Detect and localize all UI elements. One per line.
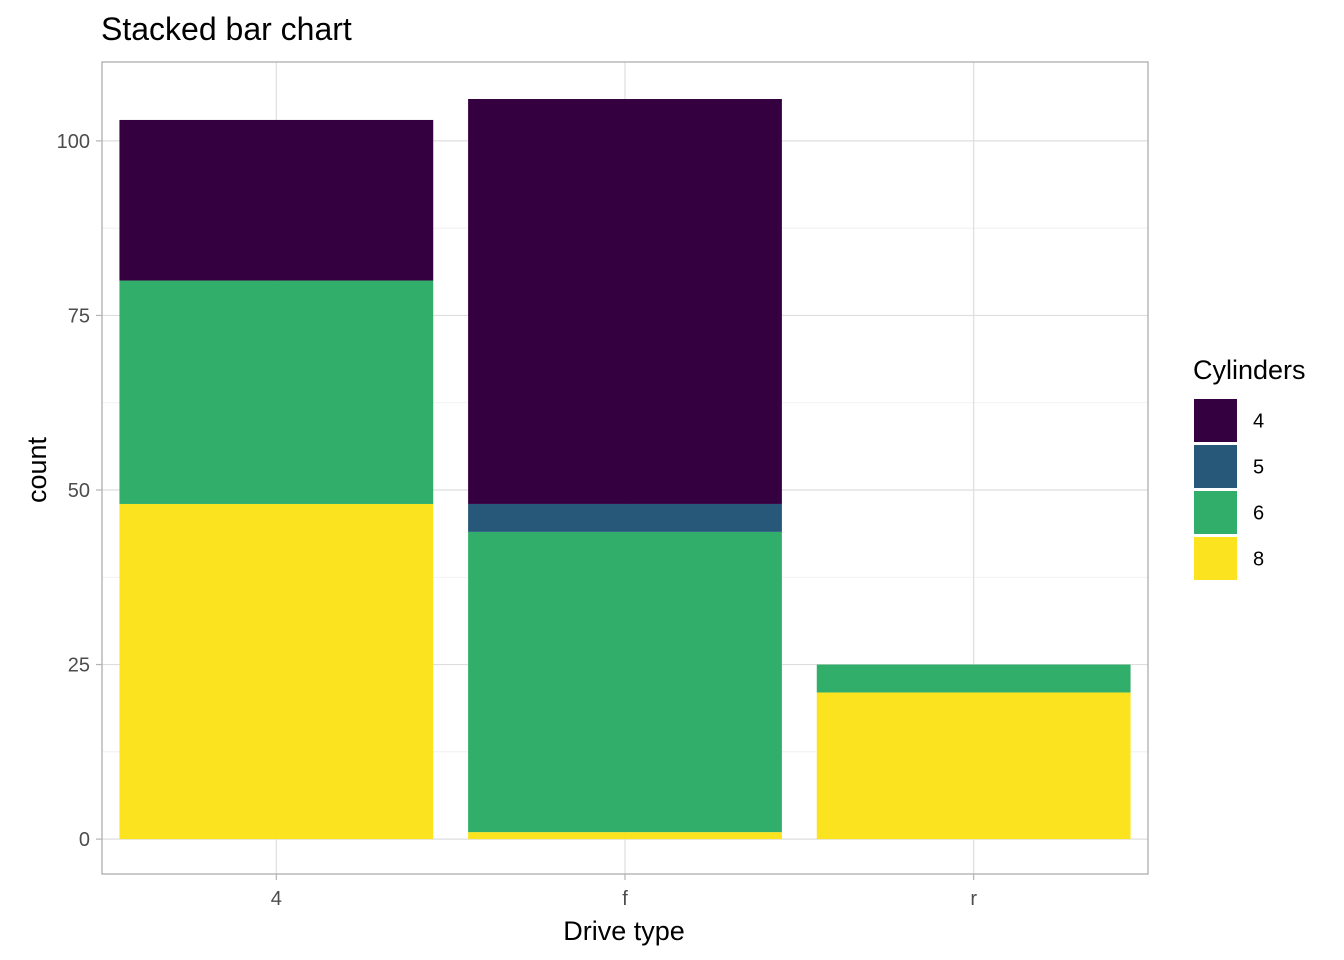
legend: Cylinders 4 5 6 8	[1193, 355, 1306, 580]
x-axis-title: Drive type	[563, 916, 685, 946]
legend-label-5: 5	[1253, 457, 1264, 479]
y-tick-label: 25	[68, 655, 90, 677]
bar-segment-drive-r-cyl-8	[816, 692, 1131, 840]
y-tick-label: 0	[79, 829, 90, 851]
bar-segment-drive-f-cyl-5	[468, 503, 782, 532]
y-tick-label: 100	[57, 131, 90, 153]
bar-segment-drive-f-cyl-8	[468, 832, 782, 840]
legend-key-8	[1194, 537, 1237, 580]
y-tick-label: 50	[68, 480, 90, 502]
bar-segment-drive-4-cyl-8	[119, 503, 434, 840]
y-axis-title: count	[22, 436, 52, 503]
bars	[119, 99, 1131, 840]
legend-label-6: 6	[1253, 503, 1264, 525]
legend-label-8: 8	[1253, 549, 1264, 571]
bar-segment-drive-f-cyl-6	[468, 531, 782, 833]
legend-key-4	[1194, 399, 1237, 442]
bar-segment-drive-r-cyl-6	[816, 664, 1131, 693]
legend-label-4: 4	[1253, 411, 1264, 433]
x-tick-label: f	[622, 888, 628, 910]
bar-segment-drive-4-cyl-4	[119, 119, 434, 281]
y-axis: 0 25 50 75 100	[57, 131, 102, 851]
y-tick-label: 75	[68, 305, 90, 327]
legend-key-5	[1194, 445, 1237, 488]
x-axis: 4 f r	[271, 874, 977, 910]
chart-title: Stacked bar chart	[101, 11, 352, 47]
legend-title: Cylinders	[1193, 355, 1306, 385]
x-tick-label: 4	[271, 888, 282, 910]
legend-key-6	[1194, 491, 1237, 534]
bar-segment-drive-4-cyl-6	[119, 280, 434, 504]
bar-segment-drive-f-cyl-4	[468, 99, 782, 504]
x-tick-label: r	[970, 888, 977, 910]
